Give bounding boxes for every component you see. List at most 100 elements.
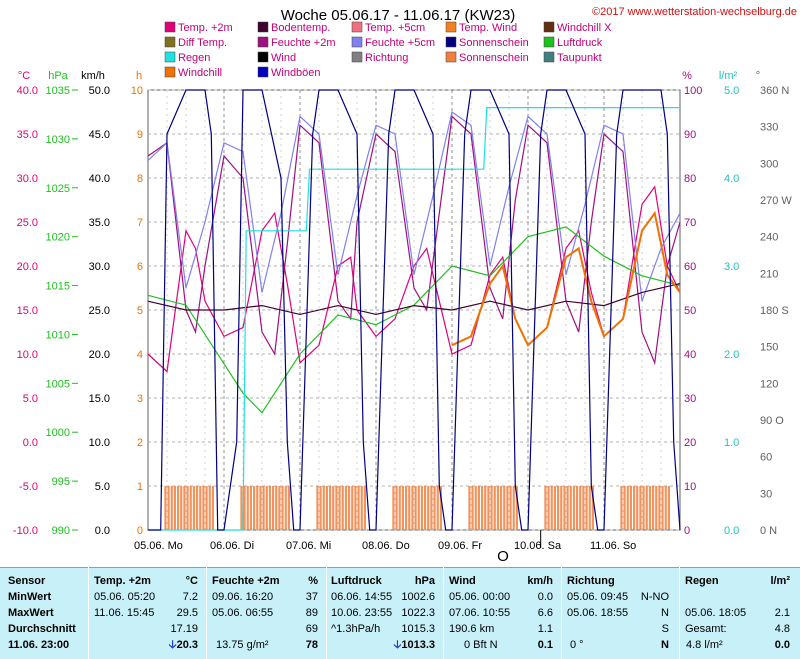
sunshine-bar <box>395 486 398 530</box>
sunshine-bar <box>167 486 170 530</box>
legend-label: Taupunkt <box>557 52 602 64</box>
day-label: 11.06. So <box>590 540 636 552</box>
sunshine-bar <box>427 486 430 530</box>
legend-swatch <box>164 66 176 78</box>
h-tick-label: 0 <box>137 525 143 537</box>
column-divider <box>679 567 680 659</box>
stats-table: Sensor Temp. +2m °C Feuchte +2m % Luftdr… <box>0 567 800 659</box>
celsius-tick-label: -5.0 <box>19 481 38 493</box>
celsius-tick-label: 40.0 <box>17 85 38 97</box>
sunshine-bar <box>275 486 278 530</box>
kmh-tick-label: 20.0 <box>89 349 110 361</box>
sunshine-bar <box>639 486 642 530</box>
sunshine-bar <box>468 486 471 530</box>
sunshine-bar <box>547 486 550 530</box>
current-rain-extra: 4.8 l/m² <box>686 639 723 651</box>
column-divider <box>206 567 207 659</box>
sunshine-bar <box>420 486 423 530</box>
marker-label: O <box>497 548 509 565</box>
sunshine-bar <box>664 486 667 530</box>
sunshine-bar <box>205 486 208 530</box>
legend-swatch <box>164 21 176 33</box>
sunshine-bar <box>477 486 480 530</box>
sunshine-bar <box>550 486 553 530</box>
kmh-tick-label: 25.0 <box>89 305 110 317</box>
wind-time: 05.06. 00:00 <box>449 591 511 603</box>
legend-label: Richtung <box>365 52 408 64</box>
series-line <box>148 89 681 531</box>
sunshine-bar <box>243 486 246 530</box>
legend-swatch <box>164 51 176 63</box>
sunshine-bar <box>281 486 284 530</box>
sunshine-bar <box>493 486 496 530</box>
percent-tick-label: 90 <box>684 129 696 141</box>
sunshine-bar <box>348 486 351 530</box>
unit-h: h <box>136 70 142 82</box>
header-wind-unit: km/h <box>527 575 553 587</box>
chart-legend: Temp. +2m Bodentemp. Temp. +5cm Temp. Wind W… <box>164 21 612 79</box>
rain-time: 05.06. 18:05 <box>685 607 747 619</box>
percent-tick-label: 0 <box>684 525 690 537</box>
current-temp: 🡣20.3 <box>150 637 198 653</box>
sunshine-bar <box>256 486 259 530</box>
sunshine-bar <box>173 486 176 530</box>
y-axes: 40.035.030.025.020.015.010.05.00.0-5.0-1… <box>13 85 792 537</box>
legend-swatch <box>351 36 363 48</box>
sunshine-bar <box>272 486 275 530</box>
lm2-tick-label: 5.0 <box>724 85 739 97</box>
wind-value: 6.6 <box>537 607 553 619</box>
sunshine-bar <box>585 486 588 530</box>
temp-value: 29.5 <box>176 607 198 619</box>
trend-down-icon: 🡣 <box>168 639 177 651</box>
direction-time: 05.06. 09:45 <box>567 591 629 603</box>
header-humidity-unit: % <box>308 575 318 587</box>
sunshine-bar <box>341 486 344 530</box>
sunshine-bar <box>332 486 335 530</box>
sunshine-bar <box>259 486 262 530</box>
sunshine-bar <box>329 486 332 530</box>
h-tick-label: 10 <box>131 85 143 97</box>
header-temp-unit: °C <box>185 575 198 587</box>
hpa-tick-label: 1025 <box>46 183 70 195</box>
series-lines <box>147 89 681 531</box>
percent-tick-label: 80 <box>684 173 696 185</box>
sunshine-bar <box>268 486 271 530</box>
hpa-tick-label: 1005 <box>46 378 70 390</box>
h-tick-label: 2 <box>137 437 143 449</box>
sunshine-bar <box>490 486 493 530</box>
deg-tick-label: 270 W <box>760 195 792 207</box>
current-direction: N <box>661 639 669 651</box>
sunshine-bar <box>484 486 487 530</box>
series-line <box>147 185 681 373</box>
humidity-time: 09.06. 16:20 <box>212 591 274 603</box>
h-tick-label: 3 <box>137 393 143 405</box>
wind-value: 0.0 <box>537 591 553 603</box>
legend-swatch <box>257 51 269 63</box>
celsius-tick-label: 20.0 <box>17 261 38 273</box>
percent-tick-label: 70 <box>684 217 696 229</box>
rain-value: 2.1 <box>774 607 790 619</box>
sunshine-bar <box>576 486 579 530</box>
hpa-tick-label: 1030 <box>46 134 70 146</box>
sunshine-bar <box>569 486 572 530</box>
legend-swatch <box>543 51 555 63</box>
sunshine-bar <box>658 486 661 530</box>
temp-value: 7.2 <box>182 591 198 603</box>
day-label: 09.06. Fr <box>438 540 482 552</box>
row-label: MaxWert <box>8 607 54 619</box>
sunshine-bar <box>667 486 670 530</box>
hpa-tick-label: 995 <box>52 476 70 488</box>
celsius-tick-label: 25.0 <box>17 217 38 229</box>
lm2-tick-label: 0.0 <box>724 525 739 537</box>
celsius-tick-label: 5.0 <box>23 393 38 405</box>
sunshine-bar <box>401 486 404 530</box>
legend-swatch <box>543 21 555 33</box>
legend-label: Sonnenschein <box>459 52 529 64</box>
sunshine-bar <box>481 486 484 530</box>
deg-tick-label: 240 <box>760 232 778 244</box>
sunshine-bar <box>566 486 569 530</box>
kmh-tick-label: 0.0 <box>95 525 110 537</box>
current-temp-value: 20.3 <box>176 639 198 651</box>
sunshine-bar <box>645 486 648 530</box>
celsius-tick-label: 30.0 <box>17 173 38 185</box>
